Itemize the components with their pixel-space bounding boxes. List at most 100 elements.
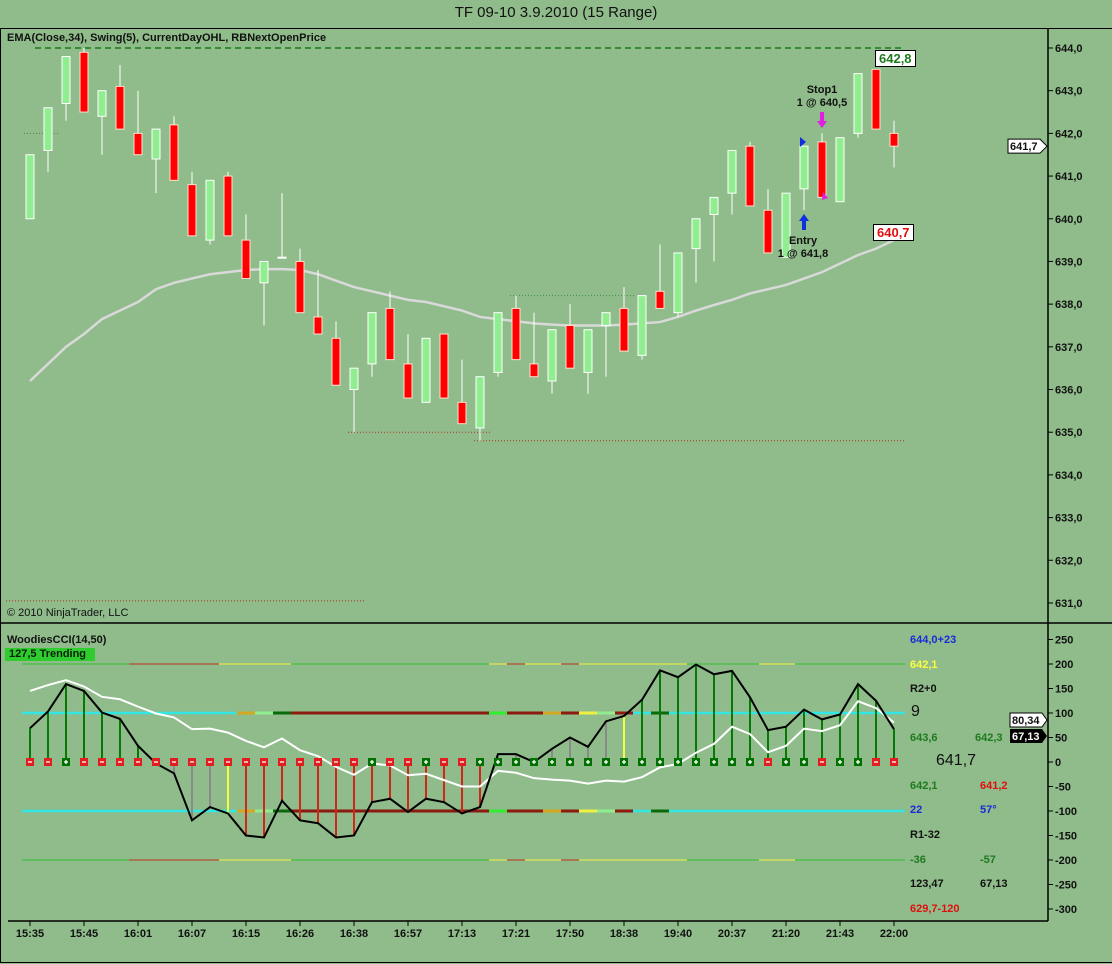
- time-axis-label: 16:07: [178, 928, 206, 940]
- price-axis-label: 633,0: [1055, 513, 1083, 525]
- zero-plus-marker: [566, 758, 574, 766]
- candle-body-up: [493, 312, 503, 373]
- candle-body-up: [205, 179, 215, 241]
- zero-minus-marker: [26, 758, 34, 766]
- candle: [115, 65, 125, 130]
- price-axis-label: 632,0: [1055, 555, 1083, 567]
- candle: [187, 171, 197, 237]
- candle: [871, 68, 881, 130]
- frame-border-left: [0, 28, 1, 963]
- candle: [439, 333, 449, 399]
- cci-axis-label: 100: [1055, 708, 1073, 720]
- price-panel[interactable]: 641,7: [6, 47, 1048, 602]
- cci-axis-label: 50: [1055, 733, 1067, 745]
- candle: [277, 193, 287, 259]
- turbo-cci-line: [29, 679, 895, 788]
- candle: [619, 287, 629, 352]
- candle: [61, 56, 71, 121]
- zero-minus-marker: [152, 758, 160, 766]
- candle: [403, 334, 413, 399]
- cci-axis-label: -100: [1055, 806, 1077, 818]
- candle: [25, 154, 35, 220]
- candle-body-down: [313, 316, 323, 335]
- candle: [799, 145, 809, 211]
- candle: [493, 312, 503, 377]
- candle: [133, 90, 143, 156]
- zero-minus-marker: [44, 758, 52, 766]
- zero-plus-marker: [548, 758, 556, 766]
- cci-value-marker: [1010, 729, 1047, 743]
- zero-plus-marker: [656, 758, 664, 766]
- zero-minus-marker: [134, 758, 142, 766]
- zero-minus-marker: [350, 758, 358, 766]
- candle-body-down: [403, 363, 413, 399]
- candle-body-down: [385, 307, 395, 361]
- zero-minus-marker: [206, 758, 214, 766]
- copyright: © 2010 NinjaTrader, LLC: [7, 607, 129, 619]
- zero-plus-marker: [782, 758, 790, 766]
- ema-line: [29, 238, 895, 382]
- time-axis-label: 21:43: [826, 928, 854, 940]
- zero-plus-marker: [674, 758, 682, 766]
- candle: [349, 367, 359, 433]
- session-low-label: 640,7: [873, 224, 914, 241]
- zero-minus-marker: [314, 758, 322, 766]
- candle-body-down: [529, 363, 539, 378]
- side-value-r8b: 57°: [980, 804, 997, 816]
- price-axis-label: 642,0: [1055, 128, 1083, 140]
- candle-body-up: [259, 260, 269, 284]
- price-axis-label: 634,0: [1055, 470, 1083, 482]
- price-axis-label: 631,0: [1055, 598, 1083, 610]
- side-value-r6: 641,7: [936, 752, 977, 769]
- price-axis-label: 637,0: [1055, 342, 1083, 354]
- zero-minus-marker: [404, 758, 412, 766]
- time-axis-label: 17:21: [502, 928, 530, 940]
- time-axis-label: 16:01: [124, 928, 152, 940]
- zero-minus-marker: [242, 758, 250, 766]
- time-axis-label: 16:26: [286, 928, 314, 940]
- side-value-r2: 642,1: [910, 659, 938, 671]
- candle: [79, 48, 89, 113]
- time-axis-label: 19:40: [664, 928, 692, 940]
- stop-arrow-icon: [817, 112, 827, 128]
- candle-body-down: [817, 141, 827, 198]
- stop-fill-triangle-icon: [822, 192, 828, 200]
- side-value-r1: 644,0+23: [910, 634, 957, 646]
- zero-plus-marker: [494, 758, 502, 766]
- zero-plus-marker: [62, 758, 70, 766]
- candle: [421, 337, 431, 403]
- candle: [709, 196, 719, 262]
- zero-plus-marker: [602, 758, 610, 766]
- zero-minus-marker: [224, 758, 232, 766]
- candle: [655, 244, 665, 309]
- candle: [727, 149, 737, 215]
- turbo-value: 80,34: [1012, 715, 1040, 727]
- zero-plus-marker: [836, 758, 844, 766]
- candle-body-up: [475, 376, 485, 429]
- cci-line: [29, 663, 895, 839]
- candle-body-up: [421, 337, 431, 403]
- side-value-r9: R1-32: [910, 829, 940, 841]
- price-axis-label: 638,0: [1055, 299, 1083, 311]
- candle-body-down: [169, 124, 179, 181]
- candle: [745, 141, 755, 207]
- zero-plus-marker: [512, 758, 520, 766]
- zero-minus-marker: [764, 758, 772, 766]
- indicator-legend: EMA(Close,34), Swing(5), CurrentDayOHL, …: [7, 32, 327, 44]
- cci-panel[interactable]: 80,34 67,13: [22, 663, 1048, 861]
- stop-detail: 1 @ 640,5: [796, 97, 848, 109]
- candle: [475, 376, 485, 441]
- cci-axis-label: -150: [1055, 831, 1077, 843]
- candle-body-down: [745, 145, 755, 207]
- candle-body-up: [349, 367, 359, 391]
- candle: [313, 269, 323, 335]
- price-axis-label: 640,0: [1055, 214, 1083, 226]
- candle-body-up: [799, 145, 809, 190]
- zero-plus-marker: [530, 758, 538, 766]
- cci-axis-label: -250: [1055, 880, 1077, 892]
- frame-border-bottom: [0, 962, 1112, 963]
- entry-detail: 1 @ 641,8: [777, 248, 829, 260]
- zero-plus-marker: [746, 758, 754, 766]
- zero-minus-marker: [80, 758, 88, 766]
